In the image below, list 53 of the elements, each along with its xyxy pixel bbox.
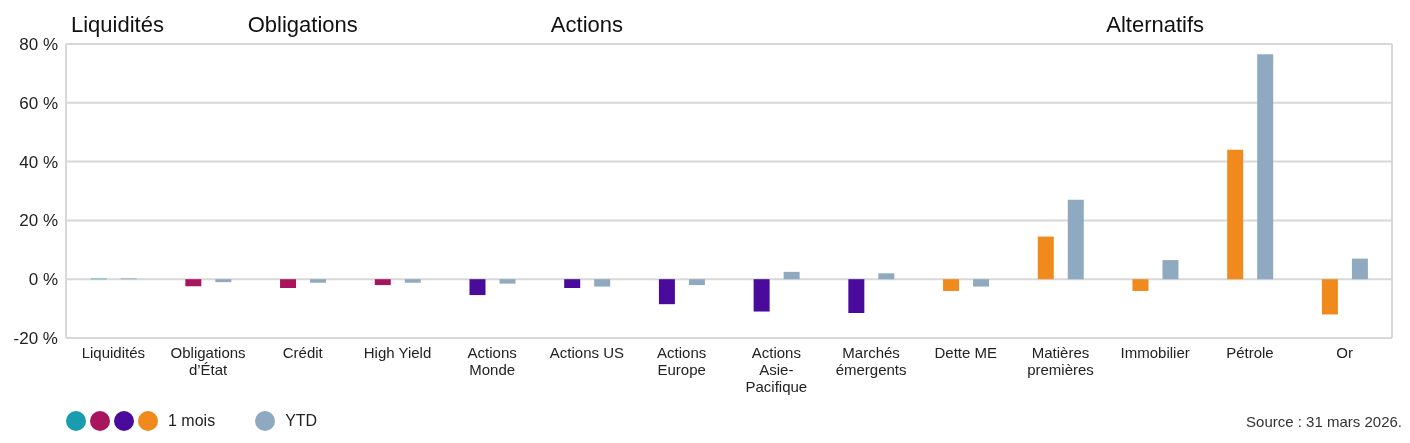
bar	[783, 271, 800, 280]
x-tick-label: Matières premières	[1027, 344, 1094, 378]
text: Alternatifs	[1106, 12, 1205, 38]
bar	[280, 279, 297, 289]
text: Liquidités	[71, 12, 164, 38]
y-tick-label: 0 %	[28, 270, 58, 290]
x-tick-label: Crédit	[282, 344, 324, 361]
x-tick-label: Obligations d’État	[170, 344, 246, 378]
bar	[943, 279, 960, 291]
bar	[688, 279, 705, 286]
bar	[1321, 279, 1338, 315]
bar	[374, 279, 391, 286]
bar	[404, 279, 421, 283]
x-tick-label: High Yield	[363, 344, 432, 361]
y-tick-label: -20 %	[13, 329, 58, 349]
bar	[753, 279, 770, 312]
text: Actions	[550, 12, 623, 38]
x-tick-label: Liquidités	[81, 344, 146, 361]
y-tick-label: 20 %	[19, 211, 58, 231]
bar	[594, 279, 611, 287]
bar	[1162, 260, 1179, 280]
y-tick-label: 60 %	[19, 93, 58, 113]
y-tick-label: 80 %	[19, 35, 58, 55]
bar	[1227, 149, 1244, 280]
x-tick-label: Actions US	[549, 344, 625, 361]
bar	[185, 279, 202, 287]
y-tick-label: 40 %	[19, 152, 58, 172]
bar	[1257, 54, 1274, 280]
x-tick-label: Marchés émergents	[835, 344, 907, 378]
x-tick-label: Actions Europe	[657, 344, 707, 378]
bar	[878, 273, 895, 280]
text: Obligations	[247, 12, 358, 38]
bar	[973, 279, 990, 287]
x-tick-label: Immobilier	[1120, 344, 1190, 361]
source-note: Source : 31 mars 2026.	[1246, 412, 1402, 430]
bar	[1037, 236, 1054, 280]
bar	[1132, 279, 1149, 291]
bar	[1351, 258, 1368, 280]
legend-label: 1 mois	[168, 412, 216, 430]
bar	[658, 279, 675, 305]
x-tick-label: Or	[1336, 344, 1353, 361]
bar	[1067, 199, 1084, 280]
legend-label: YTD	[285, 412, 318, 430]
x-tick-label: Dette ME	[934, 344, 998, 361]
bar	[499, 279, 516, 284]
bar	[848, 279, 865, 314]
bar	[310, 279, 327, 283]
bar	[564, 279, 581, 289]
x-tick-label: Actions Monde	[467, 344, 517, 378]
bar	[215, 279, 232, 283]
x-tick-label: Actions Asie-Pacifique	[745, 344, 808, 395]
bar	[469, 279, 486, 296]
x-tick-label: Pétrole	[1226, 344, 1274, 361]
